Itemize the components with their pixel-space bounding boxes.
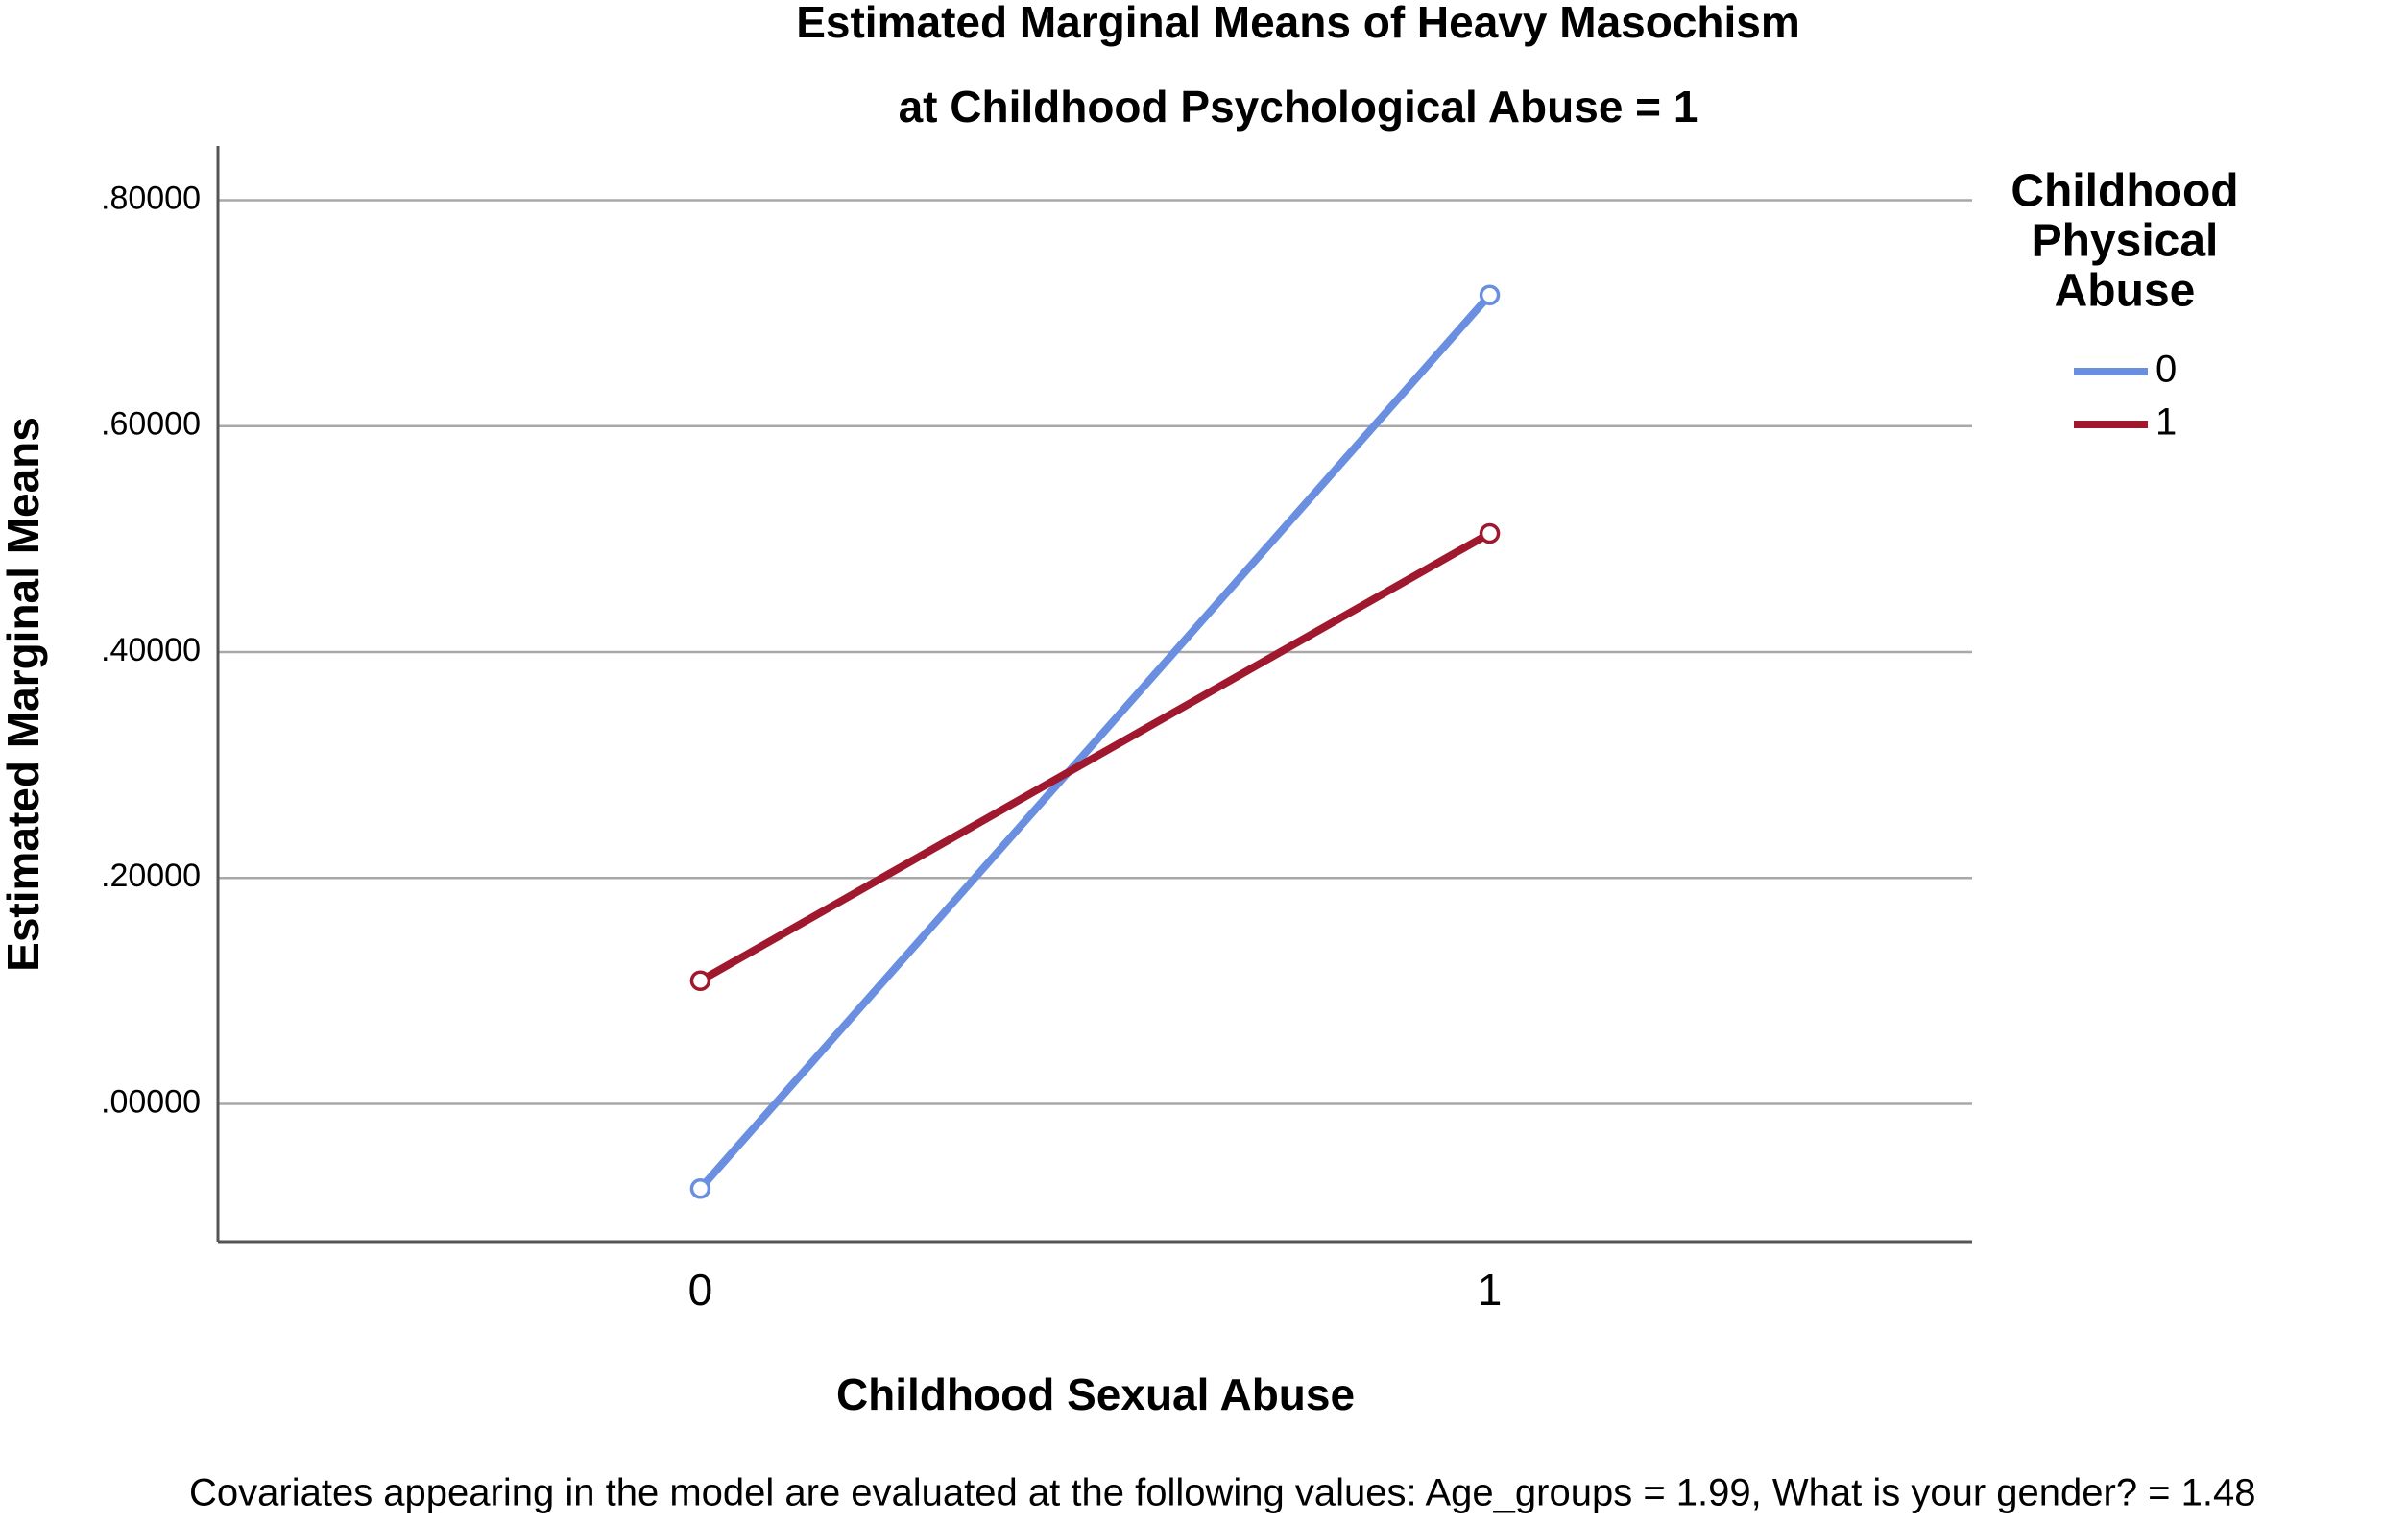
y-axis-label: Estimated Marginal Means [0,417,48,972]
y-tick-label: .20000 [101,858,201,894]
series-line [698,529,1492,984]
x-axis-label: Childhood Sexual Abuse [836,1369,1355,1419]
y-tick-label: .80000 [101,180,201,216]
legend-label: 0 [2155,349,2177,391]
data-point [1479,284,1501,306]
data-point [1479,522,1501,544]
x-tick-label: 0 [688,1265,713,1315]
legend-title: Childhood [2011,166,2238,217]
series-line [697,292,1493,1192]
footnote: Covariates appearing in the model are ev… [189,1472,2256,1514]
y-tick-label: .40000 [101,632,201,668]
y-tick-label: .00000 [101,1083,201,1120]
legend-title: Abuse [2055,266,2196,317]
data-point [689,1177,711,1199]
legend-label: 1 [2155,401,2177,444]
y-tick-label: .60000 [101,406,201,443]
legend-title: Physical [2032,216,2219,267]
chart-subtitle: at Childhood Psychological Abuse = 1 [899,82,1698,132]
chart-title: Estimated Marginal Means of Heavy Masoch… [796,0,1800,47]
data-point [689,970,711,992]
x-tick-label: 1 [1478,1265,1503,1315]
